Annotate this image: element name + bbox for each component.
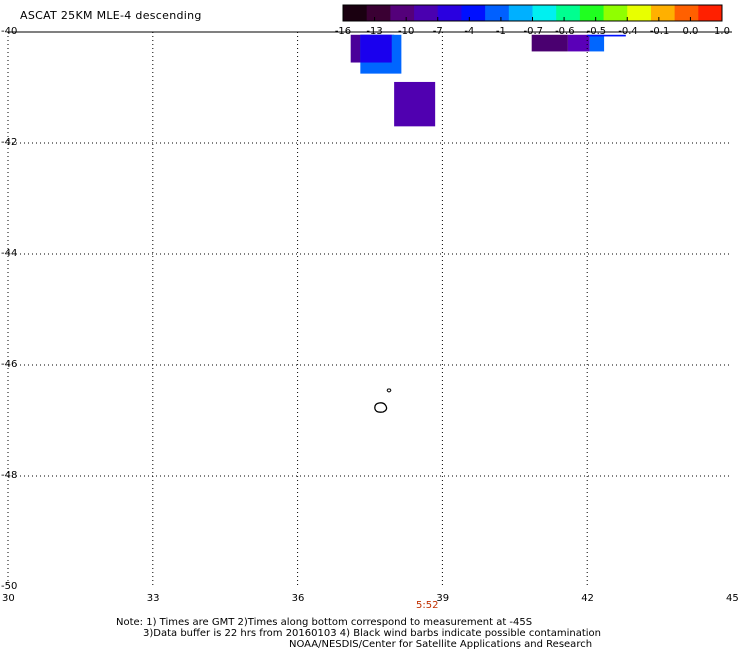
y-tick-label: -46 bbox=[1, 359, 18, 370]
wind-cell bbox=[567, 34, 590, 52]
x-tick-label: 45 bbox=[726, 593, 739, 604]
x-tick-label: 42 bbox=[581, 593, 594, 604]
colorbar-segment bbox=[485, 5, 510, 21]
y-tick-label: -48 bbox=[1, 470, 18, 481]
colorbar-tick-label: -0.5 bbox=[586, 26, 607, 37]
wind-cell bbox=[587, 34, 626, 37]
colorbar-segment bbox=[532, 5, 557, 21]
wind-cell bbox=[589, 34, 605, 52]
wind-cell bbox=[531, 34, 568, 52]
colorbar-tick-label: -10 bbox=[397, 26, 415, 37]
wind-cell bbox=[394, 81, 436, 127]
colorbar-segment bbox=[627, 5, 652, 21]
colorbar-segment bbox=[674, 5, 699, 21]
island-outline bbox=[374, 402, 388, 413]
time-label: 5:52 bbox=[416, 600, 439, 611]
colorbar-segment bbox=[508, 5, 533, 21]
colorbar-segment bbox=[556, 5, 581, 21]
colorbar-segment bbox=[698, 5, 723, 21]
colorbar-segment bbox=[650, 5, 676, 21]
colorbar-segment bbox=[366, 5, 391, 21]
colorbar-tick-label: -13 bbox=[366, 26, 383, 37]
note-line-3: NOAA/NESDIS/Center for Satellite Applica… bbox=[289, 639, 593, 650]
colorbar-tick-label: 1.0 bbox=[714, 26, 730, 37]
colorbar-segment bbox=[390, 5, 415, 21]
note-line-1: Note: 1) Times are GMT 2)Times along bot… bbox=[116, 617, 533, 628]
colorbar-segment bbox=[414, 5, 439, 21]
y-tick-label: -50 bbox=[1, 581, 18, 592]
colorbar-tick-label: -16 bbox=[334, 26, 352, 37]
colorbar-segment bbox=[437, 5, 462, 21]
y-tick-label: -42 bbox=[1, 137, 18, 148]
colorbar-tick-label: -4 bbox=[464, 26, 475, 37]
x-tick-label: 30 bbox=[2, 593, 15, 604]
colorbar-tick-label: -7 bbox=[432, 26, 443, 37]
wind-cell bbox=[360, 34, 392, 63]
colorbar-tick-label: 0.0 bbox=[682, 26, 699, 37]
colorbar-tick-label: -0.1 bbox=[649, 26, 670, 37]
x-tick-label: 36 bbox=[291, 593, 305, 604]
colorbar-segment bbox=[343, 5, 368, 21]
colorbar-tick-label: -0.6 bbox=[555, 26, 575, 37]
x-tick-label: 39 bbox=[436, 593, 450, 604]
colorbar-segment bbox=[603, 5, 628, 21]
note-line-2: 3)Data buffer is 22 hrs from 20160103 4)… bbox=[143, 628, 601, 639]
colorbar-segment bbox=[579, 5, 605, 21]
colorbar-tick-label: -0.7 bbox=[523, 26, 544, 37]
chart-title: ASCAT 25KM MLE-4 descending bbox=[20, 9, 202, 22]
y-tick-label: -40 bbox=[1, 26, 18, 37]
x-tick-label: 33 bbox=[146, 593, 160, 604]
colorbar-tick-label: -1 bbox=[495, 26, 506, 37]
colorbar-segment bbox=[461, 5, 486, 21]
colorbar-tick-label: -0.4 bbox=[618, 26, 638, 37]
y-tick-label: -44 bbox=[1, 248, 18, 259]
island-outline bbox=[386, 388, 392, 393]
